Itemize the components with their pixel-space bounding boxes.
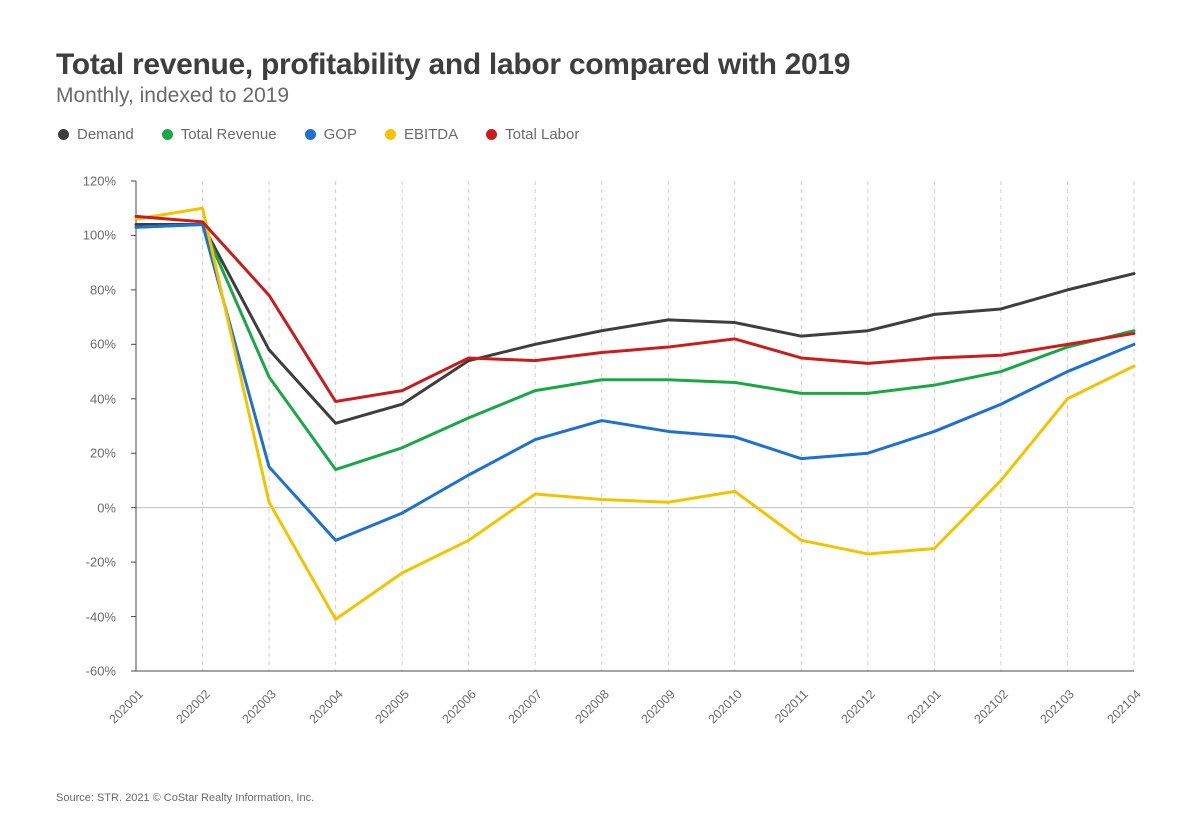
x-tick-label: 202012 <box>838 687 877 726</box>
legend-label: GOP <box>324 126 357 143</box>
x-tick-label: 202010 <box>705 687 744 726</box>
y-tick-label: 120% <box>83 174 116 189</box>
x-tick-label: 202002 <box>173 687 212 726</box>
legend-dot-icon <box>58 129 69 140</box>
source-attribution: Source: STR. 2021 © CoStar Realty Inform… <box>56 792 314 804</box>
series-line <box>136 208 1134 619</box>
y-tick-label: 60% <box>90 337 116 352</box>
legend-label: Total Revenue <box>181 126 277 143</box>
x-tick-label: 202006 <box>439 687 478 726</box>
legend-item: GOP <box>305 126 357 143</box>
legend: Demand Total Revenue GOP EBITDA Total Labor <box>58 126 1144 143</box>
series-line <box>136 225 1134 541</box>
legend-dot-icon <box>385 129 396 140</box>
plot-area <box>136 181 1134 671</box>
series-line <box>136 225 1134 470</box>
y-tick-label: 0% <box>97 500 116 515</box>
x-tick-label: 202004 <box>306 687 345 726</box>
x-tick-label: 202009 <box>639 687 678 726</box>
y-tick-label: -40% <box>86 609 116 624</box>
chart-title: Total revenue, profitability and labor c… <box>56 48 1144 82</box>
x-tick-label: 202003 <box>240 687 279 726</box>
x-tick-label: 202007 <box>506 687 545 726</box>
chart-area: -60%-40%-20%0%20%40%60%80%100%120% 20200… <box>56 181 1144 741</box>
x-tick-label: 202005 <box>373 687 412 726</box>
legend-item: Total Labor <box>486 126 579 143</box>
legend-label: Demand <box>77 126 134 143</box>
x-tick-label: 202104 <box>1105 687 1144 726</box>
y-tick-label: 40% <box>90 391 116 406</box>
legend-item: Demand <box>58 126 134 143</box>
x-tick-label: 202008 <box>572 687 611 726</box>
x-tick-label: 202101 <box>905 687 944 726</box>
chart-subtitle: Monthly, indexed to 2019 <box>56 84 1144 108</box>
y-tick-label: 80% <box>90 282 116 297</box>
y-axis: -60%-40%-20%0%20%40%60%80%100%120% <box>56 181 126 741</box>
legend-item: Total Revenue <box>162 126 277 143</box>
y-tick-label: -60% <box>86 664 116 679</box>
legend-dot-icon <box>305 129 316 140</box>
y-tick-label: 20% <box>90 446 116 461</box>
x-tick-label: 202103 <box>1038 687 1077 726</box>
legend-dot-icon <box>486 129 497 140</box>
chart-svg <box>136 181 1134 671</box>
legend-item: EBITDA <box>385 126 458 143</box>
x-tick-label: 202011 <box>772 687 811 726</box>
legend-dot-icon <box>162 129 173 140</box>
legend-label: Total Labor <box>505 126 579 143</box>
x-axis: 2020012020022020032020042020052020062020… <box>136 681 1134 741</box>
x-tick-label: 202102 <box>971 687 1010 726</box>
y-tick-label: -20% <box>86 555 116 570</box>
legend-label: EBITDA <box>404 126 458 143</box>
y-tick-label: 100% <box>83 228 116 243</box>
